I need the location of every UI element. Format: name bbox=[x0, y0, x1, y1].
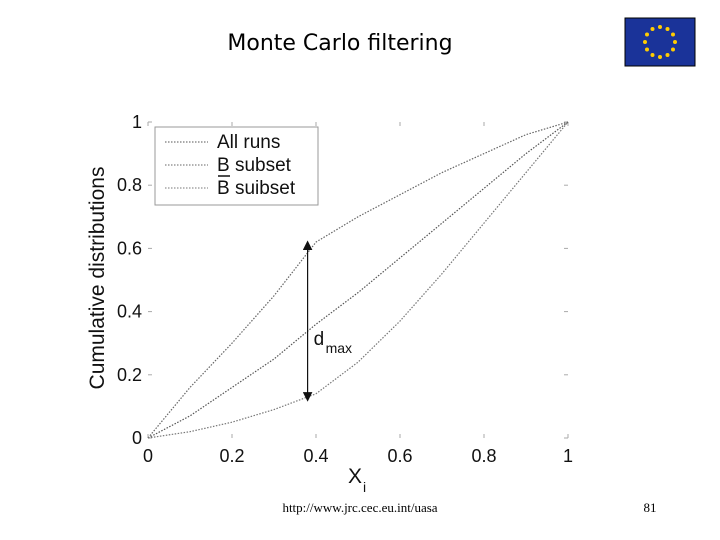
star bbox=[650, 27, 655, 32]
x-axis-label: X bbox=[348, 465, 362, 488]
star bbox=[670, 47, 675, 52]
series-line bbox=[147, 121, 569, 439]
star bbox=[665, 27, 670, 32]
annotation-sub: max bbox=[326, 340, 352, 356]
slide-title: Monte Carlo filtering bbox=[227, 31, 452, 56]
y-axis-label: Cumulative distributions bbox=[86, 167, 109, 390]
star bbox=[670, 32, 675, 37]
x-tick-label: 0.4 bbox=[303, 446, 328, 466]
x-axis-label-sub: i bbox=[363, 479, 366, 495]
legend-label: B subset bbox=[217, 155, 292, 176]
y-tick-label: 0 bbox=[132, 428, 142, 448]
star bbox=[658, 55, 662, 59]
star bbox=[645, 47, 650, 52]
legend-label: B suibset bbox=[217, 178, 296, 199]
annotation-label: d bbox=[314, 329, 325, 350]
footer-url: http://www.jrc.cec.eu.int/uasa bbox=[282, 500, 437, 515]
x-tick-label: 0.6 bbox=[387, 446, 412, 466]
y-tick-label: 0.8 bbox=[117, 175, 142, 195]
legend-label: All runs bbox=[217, 132, 280, 153]
star bbox=[650, 52, 655, 57]
y-tick-label: 1 bbox=[132, 112, 142, 132]
x-tick-label: 0 bbox=[143, 446, 153, 466]
y-tick-label: 0.2 bbox=[117, 365, 142, 385]
y-tick-label: 0.6 bbox=[117, 238, 142, 258]
x-tick-label: 0.8 bbox=[471, 446, 496, 466]
star bbox=[658, 25, 662, 29]
star bbox=[673, 40, 677, 44]
series-line bbox=[147, 121, 569, 439]
star bbox=[643, 40, 647, 44]
y-tick-label: 0.4 bbox=[117, 302, 142, 322]
legend-box bbox=[154, 126, 319, 206]
page-number: 81 bbox=[644, 500, 657, 515]
eu-flag bbox=[624, 17, 696, 67]
star bbox=[645, 32, 650, 37]
x-tick-label: 1 bbox=[563, 446, 573, 466]
star bbox=[665, 52, 670, 57]
x-tick-label: 0.2 bbox=[219, 446, 244, 466]
